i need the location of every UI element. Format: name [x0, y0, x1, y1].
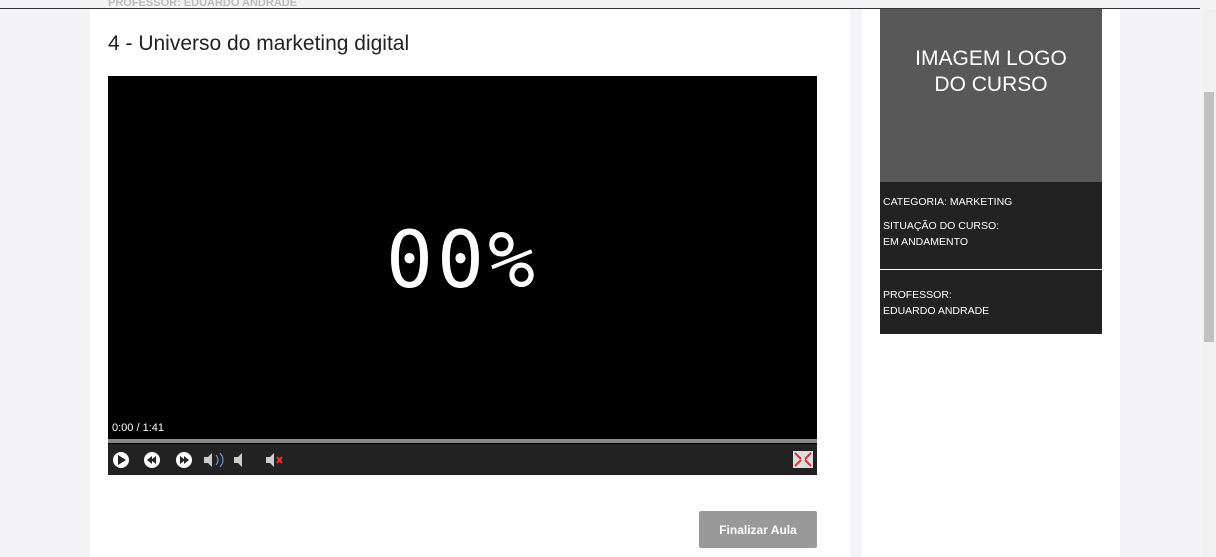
category: CATEGORIA: MARKETING	[883, 196, 1013, 208]
scrollbar-thumb[interactable]	[1204, 92, 1214, 342]
finish-button[interactable]: Finalizar Aula	[699, 511, 817, 548]
status-label: SITUAÇÃO DO CURSO:	[883, 220, 1000, 232]
volume-icons[interactable]	[204, 453, 274, 467]
video-time: 0:00 / 1:41	[112, 422, 164, 434]
professor-info: PROFESSOR: EDUARDO ANDRADE	[880, 270, 1102, 334]
course-logo: IMAGEM LOGO DO CURSO	[880, 9, 1102, 182]
logo-text: DO CURSO	[934, 73, 1048, 96]
progress-bar[interactable]	[108, 439, 817, 443]
video-player[interactable]: 00% 0:00 / 1:41	[108, 76, 817, 475]
professor-label: PROFESSOR:	[883, 289, 952, 301]
professor-cut: PROFESSOR: EDUARDO ANDRADE	[108, 0, 298, 8]
lesson-title: 4 - Universo do marketing digital	[108, 32, 410, 55]
video-overlay: 00%	[386, 216, 539, 306]
controls	[108, 444, 817, 475]
top-border	[0, 8, 1200, 9]
course-info: CATEGORIA: MARKETING SITUAÇÃO DO CURSO: …	[880, 182, 1102, 269]
logo-text: IMAGEM LOGO	[915, 47, 1067, 70]
professor: EDUARDO ANDRADE	[883, 305, 990, 317]
status: EM ANDAMENTO	[883, 236, 968, 248]
